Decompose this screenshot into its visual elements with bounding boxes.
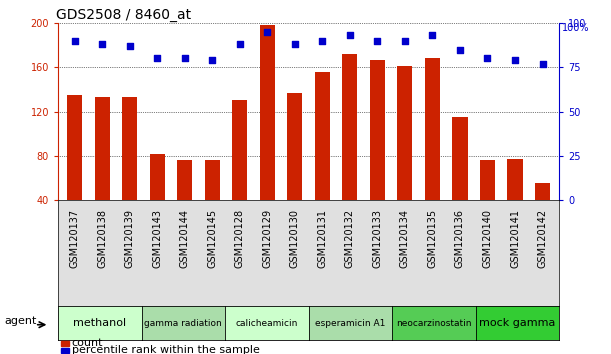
Text: GDS2508 / 8460_at: GDS2508 / 8460_at: [56, 8, 191, 22]
Bar: [315, 72, 330, 200]
Text: 100%: 100%: [562, 23, 590, 33]
Bar: [342, 54, 357, 200]
Text: GSM120140: GSM120140: [483, 209, 492, 268]
Text: methanol: methanol: [73, 318, 126, 328]
Text: GSM120128: GSM120128: [235, 209, 245, 268]
Point: [70, 38, 79, 44]
Bar: [61, 341, 68, 346]
Bar: [425, 58, 440, 200]
Text: GSM120134: GSM120134: [400, 209, 410, 268]
Point: [152, 56, 162, 61]
Bar: [397, 66, 412, 200]
Text: GSM120133: GSM120133: [372, 209, 382, 268]
Point: [235, 41, 244, 47]
Text: GSM120145: GSM120145: [207, 209, 217, 268]
Text: GSM120143: GSM120143: [152, 209, 162, 268]
Text: neocarzinostatin: neocarzinostatin: [396, 319, 472, 327]
Text: GSM120130: GSM120130: [290, 209, 300, 268]
Text: gamma radiation: gamma radiation: [144, 319, 222, 327]
Point: [373, 38, 382, 44]
Bar: [508, 159, 522, 200]
Point: [538, 61, 547, 67]
Text: GSM120139: GSM120139: [125, 209, 134, 268]
Text: GSM120131: GSM120131: [317, 209, 327, 268]
Text: GSM120144: GSM120144: [180, 209, 189, 268]
Text: percentile rank within the sample: percentile rank within the sample: [71, 346, 260, 354]
Bar: [122, 97, 137, 200]
Bar: [232, 101, 247, 200]
Point: [318, 38, 327, 44]
Text: GSM120132: GSM120132: [345, 209, 355, 268]
Text: GSM120138: GSM120138: [97, 209, 107, 268]
Bar: [61, 348, 68, 353]
Text: GSM120141: GSM120141: [510, 209, 520, 268]
Point: [207, 57, 217, 63]
Text: GSM120136: GSM120136: [455, 209, 465, 268]
Text: GSM120137: GSM120137: [70, 209, 79, 268]
Text: esperamicin A1: esperamicin A1: [315, 319, 386, 327]
Text: calicheamicin: calicheamicin: [236, 319, 298, 327]
Bar: [535, 183, 550, 200]
Bar: [480, 160, 495, 200]
Bar: [150, 154, 165, 200]
Bar: [95, 97, 109, 200]
Bar: [205, 160, 220, 200]
Point: [180, 56, 189, 61]
Bar: [67, 95, 82, 200]
Point: [97, 41, 107, 47]
Bar: [260, 25, 275, 200]
Point: [262, 29, 272, 35]
Text: agent: agent: [4, 316, 37, 326]
Text: mock gamma: mock gamma: [479, 318, 555, 328]
Bar: [177, 160, 192, 200]
Point: [400, 38, 410, 44]
Point: [125, 43, 134, 49]
Text: GSM120129: GSM120129: [262, 209, 273, 268]
Point: [290, 41, 299, 47]
Text: GSM120135: GSM120135: [428, 209, 437, 268]
Bar: [370, 59, 385, 200]
Text: count: count: [71, 338, 103, 348]
Point: [455, 47, 465, 52]
Bar: [287, 93, 302, 200]
Point: [483, 56, 492, 61]
Point: [345, 33, 355, 38]
Point: [510, 57, 520, 63]
Bar: [452, 117, 467, 200]
Point: [428, 33, 437, 38]
Text: GSM120142: GSM120142: [538, 209, 547, 268]
